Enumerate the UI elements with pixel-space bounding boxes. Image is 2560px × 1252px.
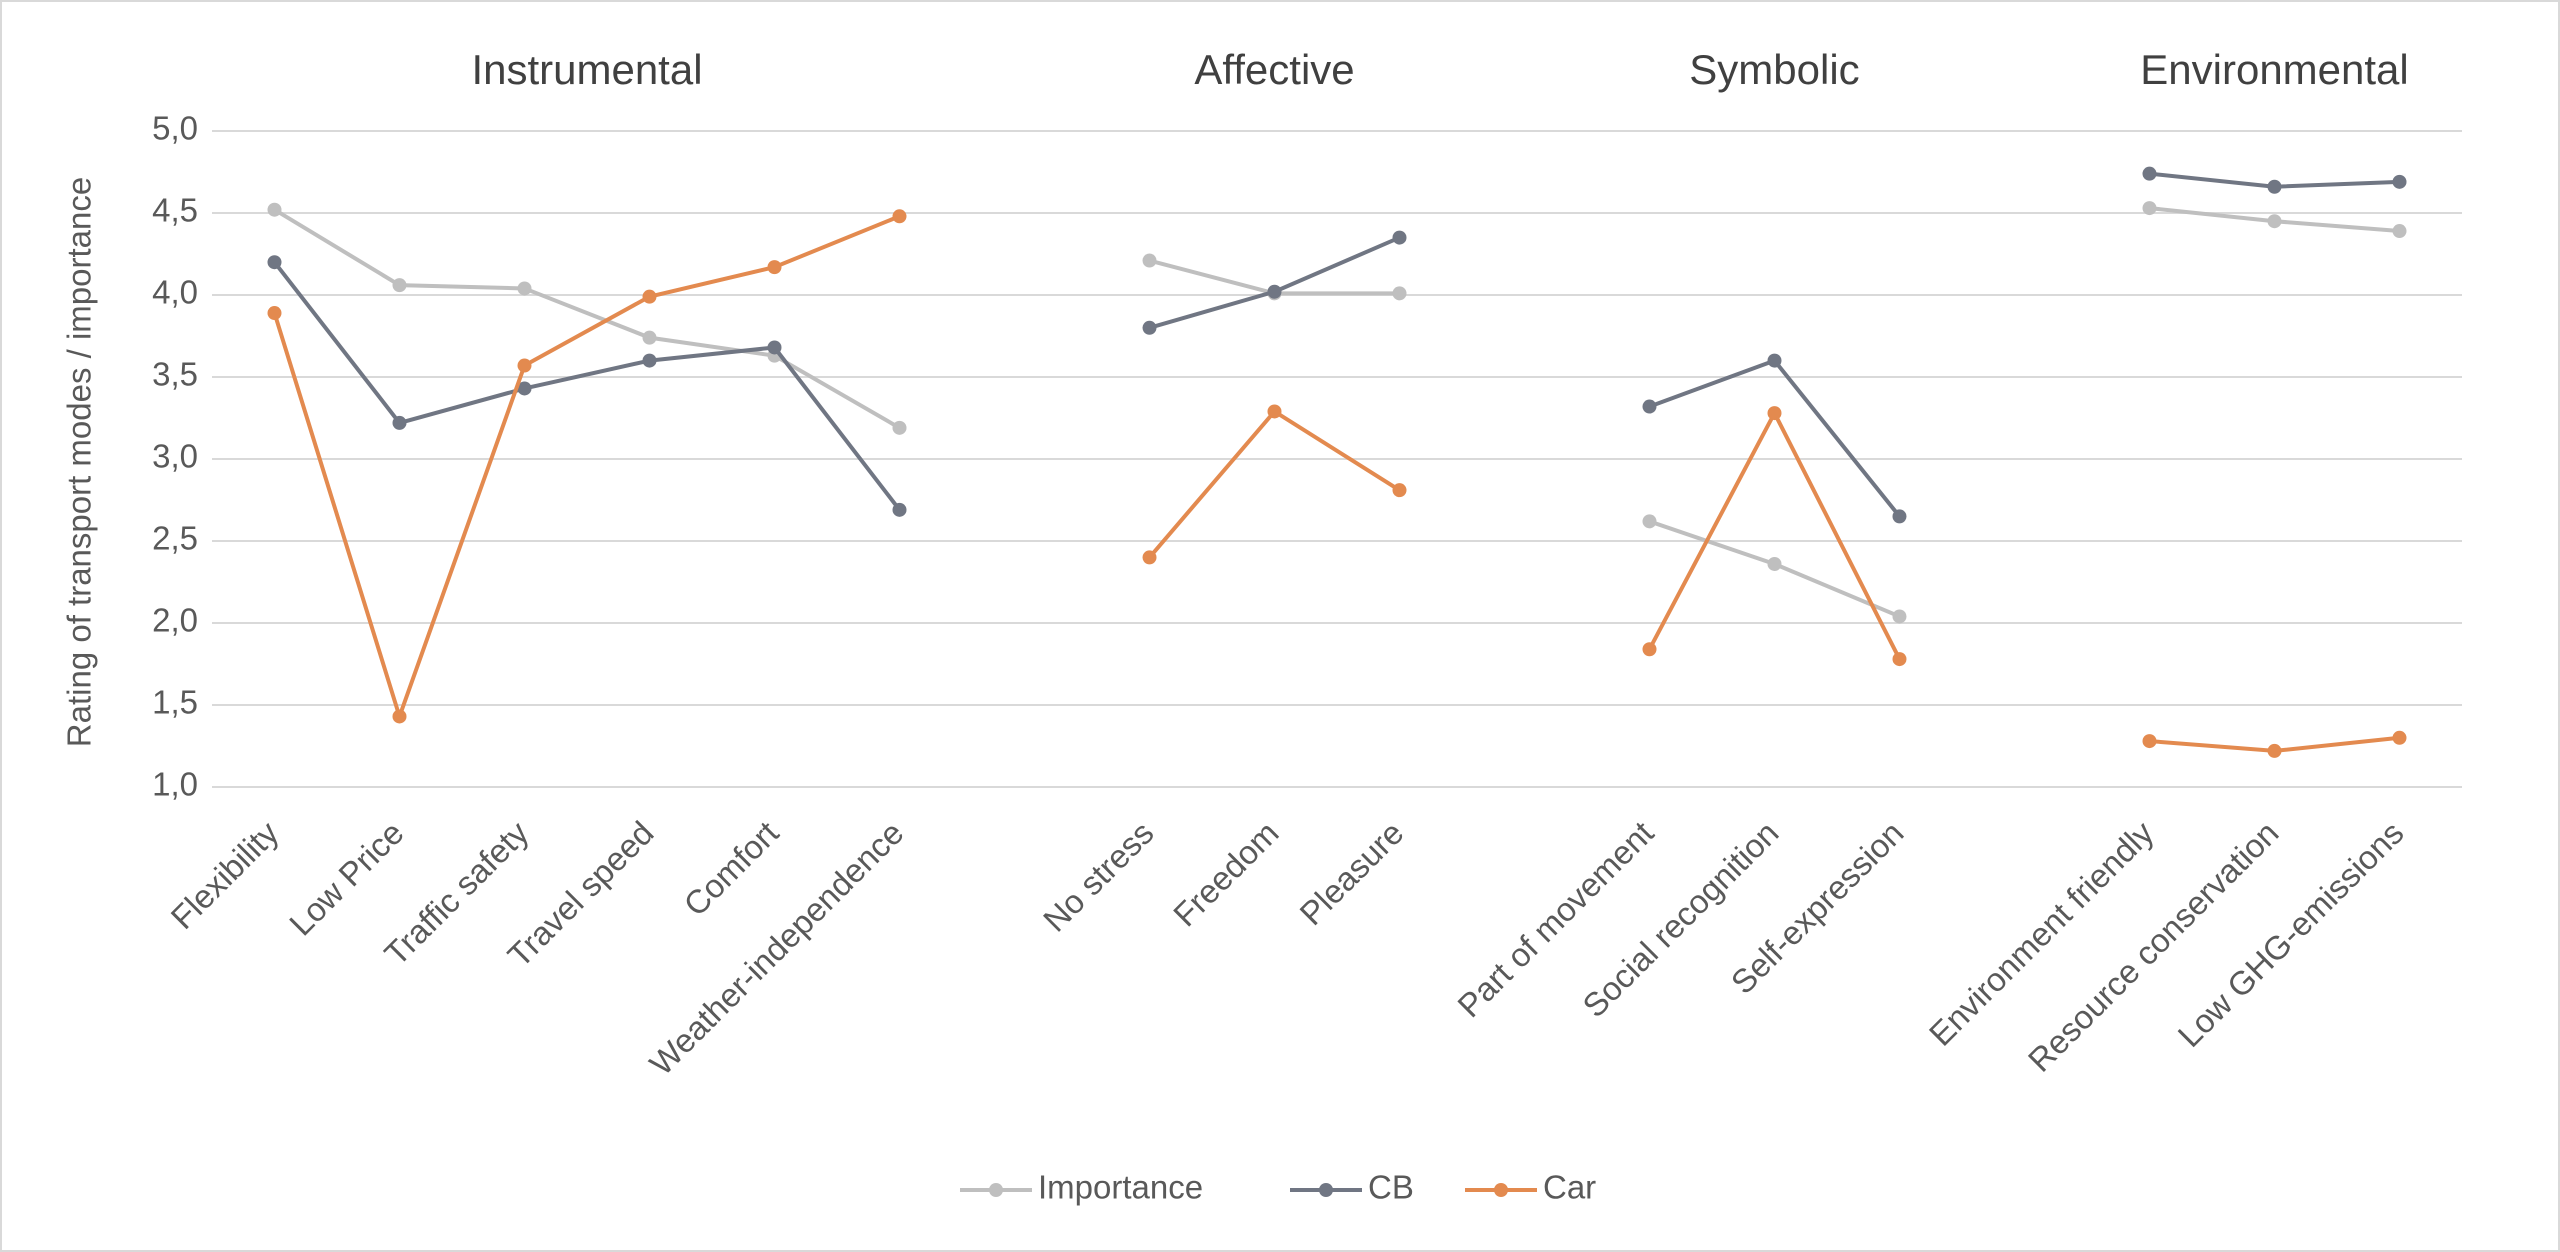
data-point — [1142, 253, 1157, 268]
y-tick-label: 4,0 — [152, 274, 198, 311]
data-point — [392, 709, 407, 724]
data-point — [517, 358, 532, 373]
data-point — [1892, 609, 1907, 624]
data-point — [392, 415, 407, 430]
data-point — [1642, 642, 1657, 657]
y-tick-label: 2,5 — [152, 520, 198, 557]
data-point — [2267, 214, 2282, 229]
data-point — [1767, 556, 1782, 571]
legend-marker — [1319, 1183, 1333, 1197]
data-point — [1767, 406, 1782, 421]
data-point — [1642, 514, 1657, 529]
legend-marker — [1494, 1183, 1508, 1197]
legend-label: CB — [1368, 1169, 1414, 1206]
data-point — [2142, 166, 2157, 181]
data-point — [1642, 399, 1657, 414]
data-point — [1892, 652, 1907, 667]
data-point — [1142, 550, 1157, 565]
data-point — [1392, 483, 1407, 498]
y-tick-label: 2,0 — [152, 602, 198, 639]
data-point — [267, 202, 282, 217]
data-point — [892, 502, 907, 517]
data-point — [892, 420, 907, 435]
legend-label: Importance — [1038, 1169, 1203, 1206]
group-label: Environmental — [2140, 46, 2408, 93]
data-point — [1392, 286, 1407, 301]
data-point — [517, 381, 532, 396]
data-point — [1392, 230, 1407, 245]
y-tick-label: 1,5 — [152, 684, 198, 721]
y-tick-label: 3,0 — [152, 438, 198, 475]
y-tick-label: 1,0 — [152, 766, 198, 803]
data-point — [2267, 743, 2282, 758]
data-point — [267, 255, 282, 270]
group-label: Symbolic — [1689, 46, 1859, 93]
data-point — [2142, 734, 2157, 749]
data-point — [267, 306, 282, 321]
data-point — [2392, 224, 2407, 239]
data-point — [642, 330, 657, 345]
data-point — [2392, 174, 2407, 189]
data-point — [1267, 284, 1282, 299]
data-point — [392, 278, 407, 293]
y-tick-label: 4,5 — [152, 192, 198, 229]
legend-marker — [989, 1183, 1003, 1197]
y-tick-label: 3,5 — [152, 356, 198, 393]
data-point — [642, 289, 657, 304]
data-point — [642, 353, 657, 368]
data-point — [767, 340, 782, 355]
data-point — [1892, 509, 1907, 524]
data-point — [767, 260, 782, 275]
data-point — [1767, 353, 1782, 368]
y-tick-label: 5,0 — [152, 110, 198, 147]
data-point — [2392, 730, 2407, 745]
y-axis-title: Rating of transport modes / importance — [61, 177, 98, 747]
data-point — [2142, 201, 2157, 216]
data-point — [1142, 320, 1157, 335]
group-label: Affective — [1194, 46, 1354, 93]
data-point — [892, 209, 907, 224]
group-label: Instrumental — [471, 46, 702, 93]
data-point — [2267, 179, 2282, 194]
data-point — [517, 281, 532, 296]
data-point — [1267, 404, 1282, 419]
legend-label: Car — [1543, 1169, 1596, 1206]
